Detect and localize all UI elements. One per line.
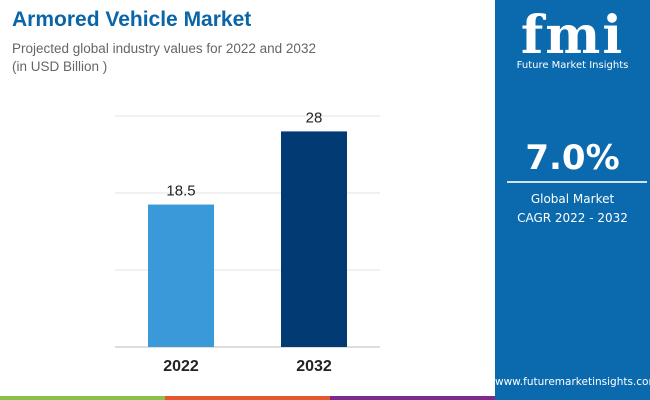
subtitle-text: Projected global industry values for 202…: [12, 41, 316, 56]
cagr-label-2: CAGR 2022 - 2032: [517, 211, 628, 225]
cagr-value: 7.0%: [525, 138, 620, 178]
bar-chart: 18.5 2022 28 2032: [115, 109, 380, 375]
divider: [507, 181, 647, 183]
data-label: 18.5: [166, 183, 195, 200]
stripe-orange: [165, 396, 330, 400]
chart-title: Armored Vehicle Market: [12, 8, 252, 31]
side-panel: fmi Future Market Insights 7.0% Global M…: [495, 0, 650, 400]
website-url[interactable]: www.futuremarketinsights.com: [495, 376, 650, 388]
x-tick-label: 2022: [163, 358, 199, 375]
logo-name: Future Market Insights: [516, 60, 629, 71]
stripe-purple: [330, 396, 495, 400]
chart-subtitle: Projected global industry values for 202…: [12, 40, 316, 76]
x-tick-label: 2032: [296, 358, 332, 375]
cagr-label: Global Market CAGR 2022 - 2032: [495, 190, 650, 228]
data-label: 28: [306, 109, 323, 126]
stripe-green: [0, 396, 165, 400]
fmi-logo: fmi: [520, 5, 625, 66]
cagr-label-1: Global Market: [530, 192, 615, 206]
bar-2032: [281, 131, 347, 347]
unit-text: (in USD Billion ): [12, 59, 108, 74]
bar-2022: [148, 204, 214, 347]
